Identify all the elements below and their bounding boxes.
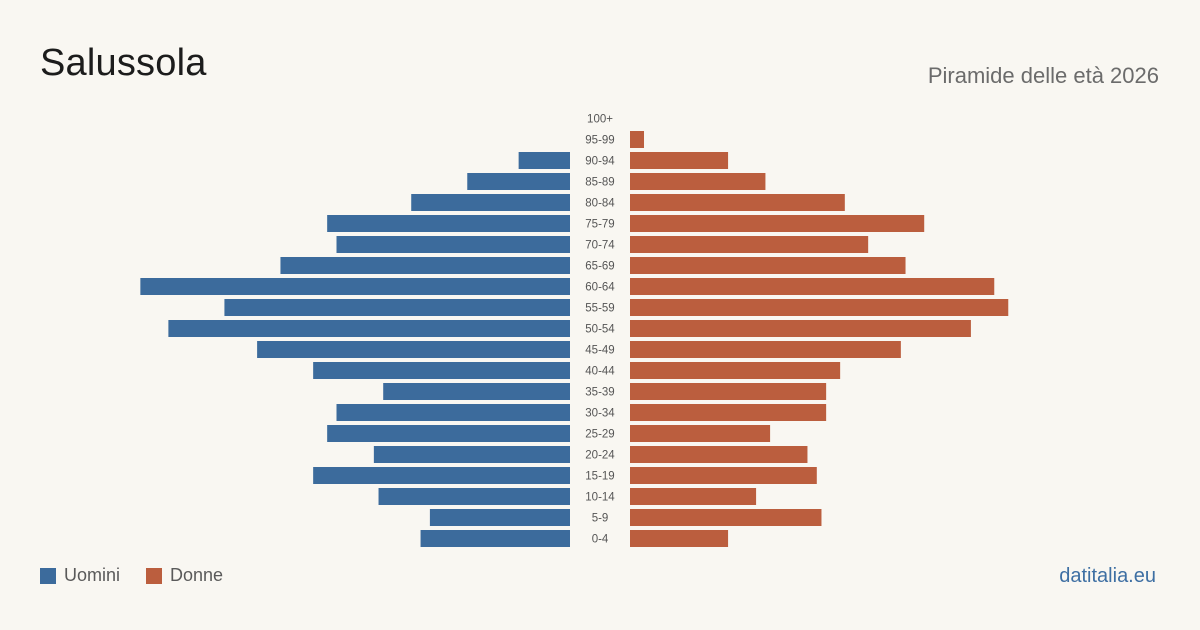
age-label-10-14: 10-14: [585, 492, 615, 504]
page-title: Salussola: [40, 42, 207, 84]
bar-women-10-14: [630, 488, 757, 505]
age-label-60-64: 60-64: [585, 282, 615, 294]
bar-men-55-59: [224, 299, 571, 316]
bar-men-60-64: [140, 278, 571, 295]
legend-label-women: Donne: [170, 565, 224, 585]
bar-women-55-59: [630, 299, 1009, 316]
bar-women-85-89: [630, 173, 766, 190]
legend-swatch-women: [146, 567, 163, 584]
age-label-0-4: 0-4: [592, 534, 609, 546]
bar-women-70-74: [630, 236, 869, 253]
bar-women-60-64: [630, 278, 995, 295]
bar-men-50-54: [168, 320, 570, 337]
age-label-85-89: 85-89: [585, 177, 614, 189]
bar-men-0-4: [420, 530, 570, 547]
bar-women-15-19: [630, 467, 817, 484]
bar-men-30-34: [336, 404, 570, 421]
age-label-25-29: 25-29: [585, 429, 614, 441]
bar-men-15-19: [313, 467, 570, 484]
age-label-65-69: 65-69: [585, 261, 614, 273]
bar-women-40-44: [630, 362, 841, 379]
bar-men-5-9: [429, 509, 570, 526]
legend-item-women: Donne: [146, 565, 223, 586]
bar-men-70-74: [336, 236, 570, 253]
age-label-30-34: 30-34: [585, 408, 615, 420]
age-label-100-plus: 100+: [587, 114, 613, 126]
bar-women-50-54: [630, 320, 971, 337]
brand-link[interactable]: datitalia.eu: [1059, 565, 1156, 587]
legend-item-men: Uomini: [40, 565, 120, 586]
bar-women-45-49: [630, 341, 901, 358]
bar-men-35-39: [383, 383, 570, 400]
bar-women-25-29: [630, 425, 771, 442]
bar-women-35-39: [630, 383, 827, 400]
chart-subtitle: Piramide delle età 2026: [927, 63, 1159, 88]
bar-women-0-4: [630, 530, 729, 547]
bar-men-40-44: [313, 362, 570, 379]
age-label-20-24: 20-24: [585, 450, 615, 462]
age-label-5-9: 5-9: [592, 513, 609, 525]
bar-men-10-14: [378, 488, 570, 505]
age-label-80-84: 80-84: [585, 198, 615, 210]
bar-men-65-69: [280, 257, 570, 274]
bar-men-25-29: [327, 425, 570, 442]
age-label-70-74: 70-74: [585, 240, 615, 252]
legend-label-men: Uomini: [64, 565, 121, 585]
age-label-35-39: 35-39: [585, 387, 614, 399]
age-label-15-19: 15-19: [585, 471, 614, 483]
bar-women-30-34: [630, 404, 827, 421]
bar-women-20-24: [630, 446, 808, 463]
bar-women-90-94: [630, 152, 729, 169]
bar-women-95-99: [630, 131, 645, 148]
age-label-95-99: 95-99: [585, 135, 614, 147]
age-label-45-49: 45-49: [585, 345, 614, 357]
legend-swatch-men: [40, 567, 56, 584]
age-label-90-94: 90-94: [585, 156, 615, 168]
age-label-75-79: 75-79: [585, 219, 614, 231]
bar-men-85-89: [467, 173, 570, 190]
chart-legend: Uomini Donne: [40, 565, 249, 586]
bar-men-45-49: [257, 341, 570, 358]
age-label-40-44: 40-44: [585, 366, 615, 378]
bar-men-90-94: [518, 152, 570, 169]
bar-women-75-79: [630, 215, 925, 232]
bar-women-65-69: [630, 257, 906, 274]
bar-women-5-9: [630, 509, 822, 526]
bar-men-20-24: [373, 446, 570, 463]
age-label-50-54: 50-54: [585, 324, 615, 336]
bar-men-75-79: [327, 215, 570, 232]
bar-men-80-84: [411, 194, 570, 211]
age-label-55-59: 55-59: [585, 303, 614, 315]
bar-women-80-84: [630, 194, 845, 211]
